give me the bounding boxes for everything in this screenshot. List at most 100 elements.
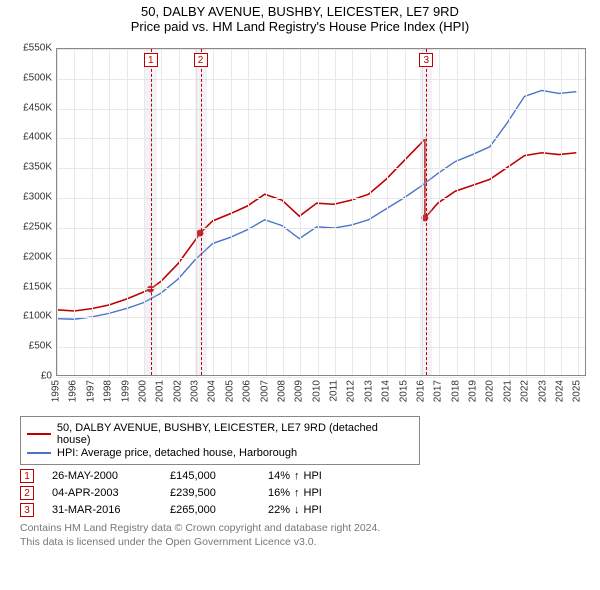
gridline-h	[57, 168, 585, 169]
x-tick-label: 2019	[468, 380, 479, 402]
gridline-v	[352, 49, 353, 375]
event-badge: 3	[20, 503, 34, 517]
event-price: £265,000	[170, 504, 250, 516]
x-tick-label: 2002	[172, 380, 183, 402]
y-tick-label: £50K	[29, 341, 52, 352]
event-date: 04-APR-2003	[52, 487, 152, 499]
x-tick-label: 2014	[381, 380, 392, 402]
x-axis: 1995199619971998199920002001200220032004…	[56, 376, 586, 410]
footer: Contains HM Land Registry data © Crown c…	[20, 521, 592, 549]
event-delta-pct: 16%	[268, 487, 290, 499]
y-tick-label: £400K	[23, 132, 52, 143]
event-delta-suffix: HPI	[304, 504, 322, 516]
event-price: £145,000	[170, 470, 250, 482]
x-tick-label: 2021	[502, 380, 513, 402]
event-date: 31-MAR-2016	[52, 504, 152, 516]
event-line	[151, 49, 152, 375]
gridline-v	[213, 49, 214, 375]
x-tick-label: 2012	[346, 380, 357, 402]
gridline-v	[74, 49, 75, 375]
x-tick-label: 2008	[276, 380, 287, 402]
gridline-v	[266, 49, 267, 375]
x-tick-label: 2005	[224, 380, 235, 402]
event-price: £239,500	[170, 487, 250, 499]
x-tick-label: 2009	[294, 380, 305, 402]
y-tick-label: £250K	[23, 221, 52, 232]
x-tick-label: 2025	[572, 380, 583, 402]
gridline-v	[318, 49, 319, 375]
footer-line2: This data is licensed under the Open Gov…	[20, 535, 592, 549]
event-delta: 16% ↑ HPI	[268, 487, 322, 499]
event-line	[201, 49, 202, 375]
x-tick-label: 1999	[120, 380, 131, 402]
legend: 50, DALBY AVENUE, BUSHBY, LEICESTER, LE7…	[20, 416, 420, 465]
gridline-v	[439, 49, 440, 375]
title-line1: 50, DALBY AVENUE, BUSHBY, LEICESTER, LE7…	[8, 4, 592, 19]
x-tick-label: 2010	[311, 380, 322, 402]
gridline-h	[57, 49, 585, 50]
y-tick-label: £450K	[23, 102, 52, 113]
x-tick-label: 1996	[68, 380, 79, 402]
gridline-v	[509, 49, 510, 375]
legend-label: 50, DALBY AVENUE, BUSHBY, LEICESTER, LE7…	[57, 422, 413, 446]
x-tick-label: 1997	[85, 380, 96, 402]
arrow-up-icon: ↑	[294, 487, 300, 499]
gridline-v	[387, 49, 388, 375]
arrow-up-icon: ↑	[294, 470, 300, 482]
x-tick-label: 1995	[51, 380, 62, 402]
x-tick-label: 2000	[137, 380, 148, 402]
event-date: 26-MAY-2000	[52, 470, 152, 482]
y-tick-label: £100K	[23, 311, 52, 322]
gridline-v	[526, 49, 527, 375]
event-badge: 2	[20, 486, 34, 500]
gridline-h	[57, 109, 585, 110]
event-delta-pct: 14%	[268, 470, 290, 482]
gridline-v	[544, 49, 545, 375]
x-tick-label: 2015	[398, 380, 409, 402]
arrow-down-icon: ↓	[294, 504, 300, 516]
chart-title: 50, DALBY AVENUE, BUSHBY, LEICESTER, LE7…	[8, 4, 592, 34]
gridline-h	[57, 258, 585, 259]
event-marker: 3	[419, 53, 433, 67]
gridline-v	[474, 49, 475, 375]
gridline-h	[57, 347, 585, 348]
event-delta-suffix: HPI	[304, 487, 322, 499]
gridline-h	[57, 317, 585, 318]
event-delta-pct: 22%	[268, 504, 290, 516]
y-axis: £0£50K£100K£150K£200K£250K£300K£350K£400…	[8, 48, 54, 376]
gridline-h	[57, 79, 585, 80]
event-delta-suffix: HPI	[304, 470, 322, 482]
x-tick-label: 2011	[329, 380, 340, 402]
gridline-v	[300, 49, 301, 375]
x-tick-label: 2024	[554, 380, 565, 402]
y-tick-label: £200K	[23, 251, 52, 262]
x-tick-label: 2016	[415, 380, 426, 402]
event-delta: 22% ↓ HPI	[268, 504, 322, 516]
event-marker: 1	[144, 53, 158, 67]
x-tick-label: 2001	[155, 380, 166, 402]
x-tick-label: 2018	[450, 380, 461, 402]
x-tick-label: 2007	[259, 380, 270, 402]
x-tick-label: 2004	[207, 380, 218, 402]
legend-swatch	[27, 433, 51, 435]
gridline-v	[578, 49, 579, 375]
gridline-v	[179, 49, 180, 375]
gridline-v	[248, 49, 249, 375]
event-marker: 2	[194, 53, 208, 67]
x-tick-label: 2013	[363, 380, 374, 402]
x-tick-label: 2020	[485, 380, 496, 402]
gridline-v	[457, 49, 458, 375]
y-tick-label: £500K	[23, 72, 52, 83]
y-tick-label: £550K	[23, 43, 52, 54]
footer-line1: Contains HM Land Registry data © Crown c…	[20, 521, 592, 535]
gridline-v	[370, 49, 371, 375]
x-tick-label: 2003	[190, 380, 201, 402]
gridline-v	[283, 49, 284, 375]
gridline-v	[92, 49, 93, 375]
x-tick-label: 2023	[537, 380, 548, 402]
y-tick-label: £150K	[23, 281, 52, 292]
x-tick-label: 2022	[520, 380, 531, 402]
event-delta: 14% ↑ HPI	[268, 470, 322, 482]
chart: £0£50K£100K£150K£200K£250K£300K£350K£400…	[8, 40, 592, 410]
gridline-v	[109, 49, 110, 375]
